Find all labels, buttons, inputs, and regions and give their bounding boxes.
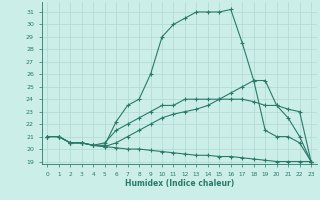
X-axis label: Humidex (Indice chaleur): Humidex (Indice chaleur): [124, 179, 234, 188]
